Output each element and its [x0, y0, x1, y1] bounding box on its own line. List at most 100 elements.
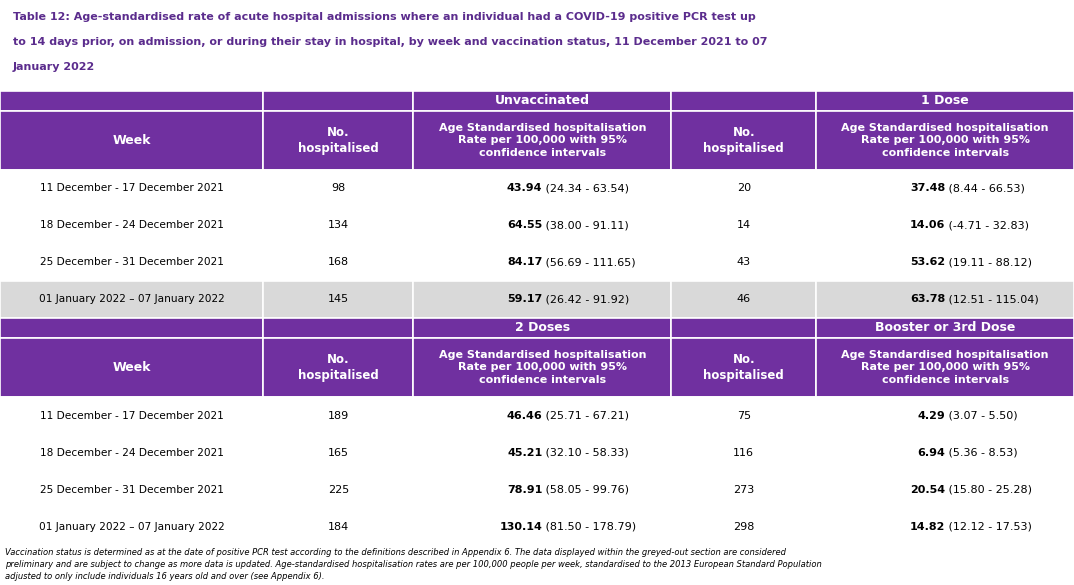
Text: (8.44 - 66.53): (8.44 - 66.53) [945, 183, 1025, 193]
Bar [0, 281, 263, 318]
Text: 2 Doses: 2 Doses [514, 321, 570, 335]
Text: 225: 225 [328, 484, 349, 495]
Text: 134: 134 [328, 221, 349, 230]
Text: (58.05 - 99.76): (58.05 - 99.76) [542, 484, 629, 495]
Text: No.
hospitalised: No. hospitalised [703, 353, 784, 382]
Bar [0, 207, 263, 244]
Bar [263, 281, 413, 318]
Text: (12.12 - 17.53): (12.12 - 17.53) [945, 522, 1032, 532]
Bar [816, 91, 1074, 111]
Text: No.
hospitalised: No. hospitalised [297, 126, 379, 154]
Text: Week: Week [113, 134, 150, 147]
Text: 116: 116 [734, 448, 754, 457]
Text: 01 January 2022 – 07 January 2022: 01 January 2022 – 07 January 2022 [39, 522, 224, 532]
Text: (24.34 - 63.54): (24.34 - 63.54) [542, 183, 629, 193]
Bar [816, 434, 1074, 471]
Bar [413, 91, 671, 111]
Bar [671, 244, 816, 281]
Bar [0, 397, 263, 434]
Bar [816, 338, 1074, 397]
Text: No.
hospitalised: No. hospitalised [297, 353, 379, 382]
Bar [671, 318, 816, 338]
Text: 84.17: 84.17 [507, 257, 542, 267]
Text: to 14 days prior, on admission, or during their stay in hospital, by week and va: to 14 days prior, on admission, or durin… [13, 37, 768, 47]
Text: 25 December - 31 December 2021: 25 December - 31 December 2021 [40, 257, 223, 267]
Bar [0, 111, 263, 170]
Bar [816, 170, 1074, 207]
Bar [671, 434, 816, 471]
Text: (3.07 - 5.50): (3.07 - 5.50) [945, 411, 1018, 421]
Bar [0, 508, 263, 545]
Text: 298: 298 [734, 522, 754, 532]
Text: 64.55: 64.55 [507, 221, 542, 230]
Text: No.
hospitalised: No. hospitalised [703, 126, 784, 154]
Bar [413, 281, 671, 318]
Text: (15.80 - 25.28): (15.80 - 25.28) [945, 484, 1032, 495]
Bar [263, 471, 413, 508]
Bar [263, 111, 413, 170]
Text: 130.14: 130.14 [499, 522, 542, 532]
Text: 43.94: 43.94 [507, 183, 542, 193]
Text: (26.42 - 91.92): (26.42 - 91.92) [542, 294, 629, 304]
Bar [671, 397, 816, 434]
Text: January 2022: January 2022 [13, 62, 96, 72]
Text: 6.94: 6.94 [917, 448, 945, 457]
Bar [671, 508, 816, 545]
Text: 165: 165 [328, 448, 349, 457]
Text: 75: 75 [737, 411, 751, 421]
Text: 46: 46 [737, 294, 751, 304]
Bar [816, 471, 1074, 508]
Bar [671, 281, 816, 318]
Text: 37.48: 37.48 [910, 183, 945, 193]
Bar [0, 244, 263, 281]
Bar [816, 207, 1074, 244]
Text: (56.69 - 111.65): (56.69 - 111.65) [542, 257, 636, 267]
Bar [263, 170, 413, 207]
Bar [413, 244, 671, 281]
Text: Vaccination status is determined as at the date of positive PCR test according t: Vaccination status is determined as at t… [5, 548, 822, 581]
Bar [671, 91, 816, 111]
Text: 78.91: 78.91 [507, 484, 542, 495]
Bar [671, 471, 816, 508]
Bar [671, 338, 816, 397]
Bar [263, 91, 413, 111]
Text: 63.78: 63.78 [910, 294, 945, 304]
Text: 01 January 2022 – 07 January 2022: 01 January 2022 – 07 January 2022 [39, 294, 224, 304]
Text: 11 December - 17 December 2021: 11 December - 17 December 2021 [40, 183, 223, 193]
Bar [263, 397, 413, 434]
Bar [413, 318, 671, 338]
Text: Table 12: Age-standardised rate of acute hospital admissions where an individual: Table 12: Age-standardised rate of acute… [13, 12, 756, 22]
Text: (-4.71 - 32.83): (-4.71 - 32.83) [945, 221, 1029, 230]
Bar [413, 170, 671, 207]
Bar [413, 471, 671, 508]
Text: 189: 189 [328, 411, 349, 421]
Bar [816, 281, 1074, 318]
Text: 184: 184 [328, 522, 349, 532]
Text: 14.06: 14.06 [910, 221, 945, 230]
Text: 18 December - 24 December 2021: 18 December - 24 December 2021 [40, 221, 223, 230]
Bar [413, 111, 671, 170]
Text: (81.50 - 178.79): (81.50 - 178.79) [542, 522, 637, 532]
Bar [816, 318, 1074, 338]
Bar [263, 207, 413, 244]
Text: 14.82: 14.82 [910, 522, 945, 532]
Bar [816, 397, 1074, 434]
Text: (12.51 - 115.04): (12.51 - 115.04) [945, 294, 1039, 304]
Text: Week: Week [113, 361, 150, 374]
Text: 145: 145 [328, 294, 349, 304]
Text: 1 Dose: 1 Dose [921, 94, 969, 107]
Text: 273: 273 [734, 484, 754, 495]
Bar [413, 508, 671, 545]
Bar [671, 170, 816, 207]
Bar [263, 318, 413, 338]
Bar [0, 170, 263, 207]
Text: Booster or 3rd Dose: Booster or 3rd Dose [875, 321, 1015, 335]
Text: Age Standardised hospitalisation
Rate per 100,000 with 95%
confidence intervals: Age Standardised hospitalisation Rate pe… [438, 350, 647, 385]
Bar [0, 91, 263, 111]
Text: (38.00 - 91.11): (38.00 - 91.11) [542, 221, 629, 230]
Bar [263, 244, 413, 281]
Text: (5.36 - 8.53): (5.36 - 8.53) [945, 448, 1018, 457]
Text: (25.71 - 67.21): (25.71 - 67.21) [542, 411, 629, 421]
Text: 53.62: 53.62 [910, 257, 945, 267]
Bar [816, 508, 1074, 545]
